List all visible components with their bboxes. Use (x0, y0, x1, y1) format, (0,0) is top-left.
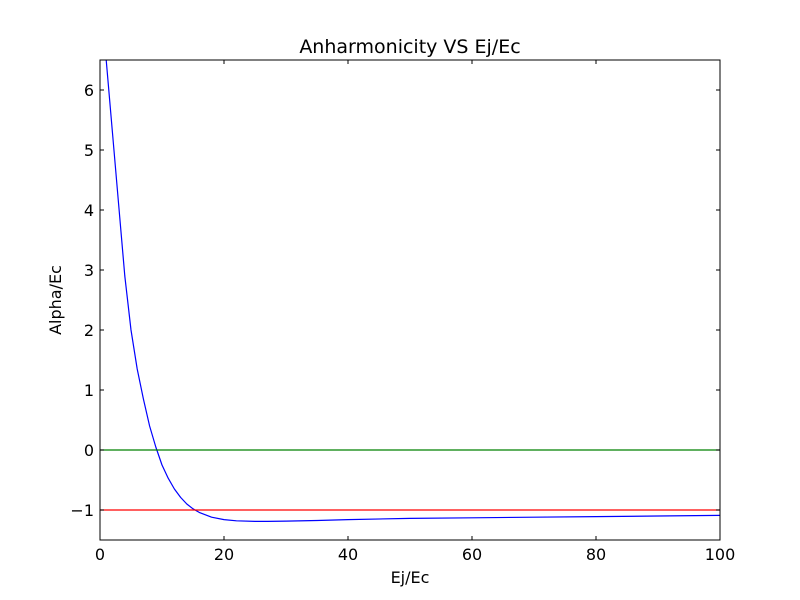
y-axis-label: Alpha/Ec (46, 265, 65, 335)
y-tick-label: 4 (84, 201, 94, 220)
x-tick-label: 0 (95, 545, 105, 564)
x-tick-label: 60 (462, 545, 482, 564)
x-tick-label: 40 (338, 545, 358, 564)
series-line-blue (105, 60, 720, 523)
y-tick-label: −1 (70, 501, 94, 520)
series-layer (100, 60, 720, 523)
y-tick-label: 1 (84, 381, 94, 400)
x-tick-label: 80 (586, 545, 606, 564)
chart-title: Anharmonicity VS Ej/Ec (299, 36, 520, 58)
y-tick-label: 2 (84, 321, 94, 340)
x-axis-label: Ej/Ec (391, 568, 430, 587)
tick-layer: 0 20 40 60 80 100 −1 0 1 2 3 4 5 6 (70, 60, 735, 564)
y-tick-label: 3 (84, 261, 94, 280)
y-tick-label: 0 (84, 441, 94, 460)
x-tick-label: 100 (705, 545, 736, 564)
y-tick-label: 5 (84, 141, 94, 160)
plot-frame (99, 59, 721, 541)
x-tick-label: 20 (214, 545, 234, 564)
y-tick-label: 6 (84, 81, 94, 100)
